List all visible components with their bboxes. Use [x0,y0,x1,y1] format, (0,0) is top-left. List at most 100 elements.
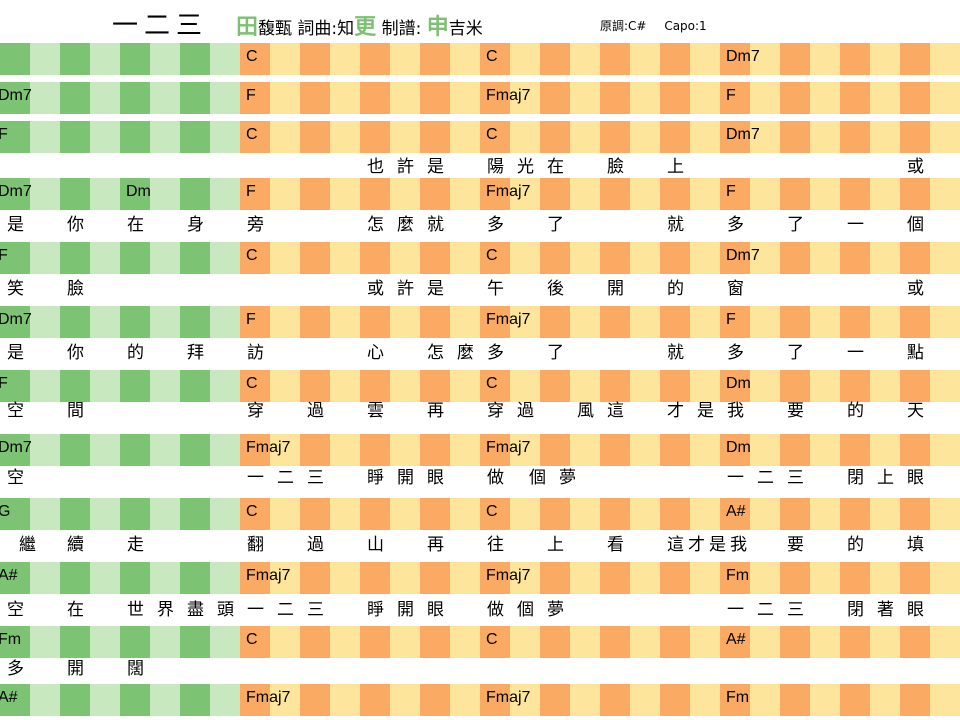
beat-cell [180,242,210,274]
beat-cell [240,684,270,716]
beat-cell [390,498,420,530]
lyric-char: 窗 [727,279,744,299]
lyric-char: 的 [847,401,864,421]
lyric-char: 風 [577,401,594,421]
beat-cell [120,306,150,338]
beat-cell [720,178,750,210]
lyric-char: 三 [307,600,324,620]
beat-cell [570,498,600,530]
beat-cell [900,178,930,210]
beat-cell [780,434,810,466]
beat-cell [360,306,390,338]
credit-initial: 更 [354,15,377,40]
lyric-char: 或 [907,279,924,299]
lyric-char: 就 [427,215,444,235]
beat-cell [330,684,360,716]
beat-cell [510,178,540,210]
chord-label: C [246,247,258,264]
beat-cell [810,121,840,153]
beat-cell [390,178,420,210]
beat-cell [390,121,420,153]
chord-label: Fmaj7 [486,311,531,328]
lyric-char: 穿 [487,401,504,421]
beat-cell [930,562,960,594]
beat-cell [60,121,90,153]
beat-cell [810,370,840,402]
beat-cell [330,434,360,466]
beat-cell [90,626,120,658]
lyric-char: 要 [787,401,804,421]
lyric-char: 過 [307,401,324,421]
beat-cell [540,498,570,530]
lyric-char: 多 [487,215,504,235]
beat-cell [60,562,90,594]
lyric-char: 笑 [7,279,24,299]
beat-cell [870,684,900,716]
beat-cell [900,498,930,530]
beat-cell [360,370,390,402]
beat-cell [660,370,690,402]
beat-cell [540,82,570,114]
beat-cell [930,82,960,114]
beat-cell [840,684,870,716]
beat-cell [570,306,600,338]
beat-cell [90,242,120,274]
lyric-char: 一 [247,600,264,620]
chord-label: F [726,311,736,328]
lyric-char: 閉 [847,468,864,488]
beat-cell [360,242,390,274]
beat-cell [540,43,570,75]
chord-label: C [486,375,498,392]
beat-cell [720,434,750,466]
beat-cell [570,178,600,210]
lyric-char: 山 [367,535,384,555]
beat-cell [240,178,270,210]
beat-cell [420,684,450,716]
beat-cell [690,43,720,75]
chord-label: C [246,631,258,648]
lyric-char: 個 [529,468,546,488]
lyric-char: 旁 [247,215,264,235]
beat-cell [630,370,660,402]
chord-label: C [246,48,258,65]
beat-cell [330,562,360,594]
beat-cell [780,178,810,210]
beat-cell [810,562,840,594]
lyric-char: 眼 [907,600,924,620]
beat-cell [420,121,450,153]
chord-row: G C C A# [0,498,960,530]
beat-cell [510,242,540,274]
beat-cell [480,562,510,594]
beat-cell [270,562,300,594]
beat-cell [750,498,780,530]
beat-cell [840,43,870,75]
beat-cell [870,306,900,338]
beat-cell [60,178,90,210]
beat-cell [420,626,450,658]
beat-cell [420,562,450,594]
beat-cell [840,370,870,402]
beat-cell [480,82,510,114]
beat-cell [660,626,690,658]
beat-cell [540,370,570,402]
beat-cell [600,684,630,716]
beat-cell [390,434,420,466]
beat-cell [870,434,900,466]
beat-cell [690,370,720,402]
beat-cell [30,370,60,402]
beat-cell [780,498,810,530]
lyric-char: 眼 [427,600,444,620]
chord-label: F [0,247,8,264]
beat-cell [0,498,30,530]
beat-cell [540,684,570,716]
beat-cell [630,178,660,210]
lyric-char: 午 [487,279,504,299]
beat-cell [120,434,150,466]
beat-cell [810,178,840,210]
beat-cell [570,434,600,466]
beat-cell [690,498,720,530]
beat-cell [210,684,240,716]
beat-cell [30,178,60,210]
beat-cell [60,434,90,466]
lyric-char: 多 [727,215,744,235]
